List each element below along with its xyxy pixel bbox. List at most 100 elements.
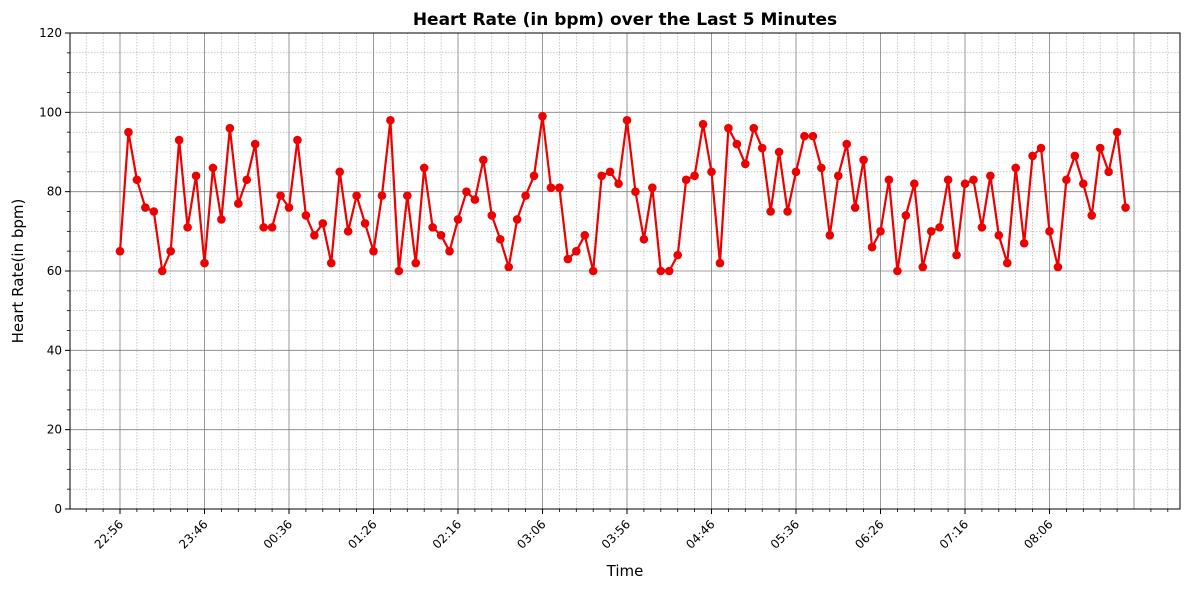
x-axis-label: Time (606, 562, 644, 580)
data-point (757, 143, 767, 153)
data-point (1112, 127, 1122, 137)
y-tick-label: 80 (47, 185, 62, 199)
y-tick-label: 20 (47, 423, 62, 437)
data-point (622, 115, 632, 125)
data-point (250, 139, 260, 149)
data-point (935, 223, 944, 232)
data-point (791, 167, 801, 177)
y-axis-label: Heart Rate(in bpm) (9, 199, 27, 344)
data-point (326, 258, 336, 268)
data-point (681, 175, 691, 185)
data-point (200, 258, 209, 268)
data-point (893, 266, 902, 276)
data-point (690, 171, 699, 181)
data-point (166, 246, 175, 256)
data-point (546, 183, 556, 192)
data-point (817, 163, 826, 173)
data-point (842, 139, 851, 149)
data-point (284, 203, 294, 212)
series-line (118, 115, 1127, 273)
x-tick-label: 03:06 (514, 517, 548, 551)
data-point (386, 115, 395, 125)
data-point (234, 199, 243, 208)
data-point (259, 223, 268, 232)
y-tick-label: 60 (47, 264, 62, 278)
data-point (1011, 163, 1020, 173)
data-point (1045, 227, 1054, 236)
data-point (157, 266, 167, 276)
data-point (132, 175, 142, 185)
data-point (673, 250, 682, 260)
data-point (124, 127, 133, 137)
data-point (174, 135, 184, 145)
data-point (800, 131, 809, 141)
data-point (225, 123, 235, 133)
data-point (876, 227, 885, 236)
data-point (512, 215, 522, 224)
data-point (470, 195, 480, 204)
x-tick-label: 05:36 (768, 517, 802, 551)
x-tick-label: 01:26 (345, 517, 379, 551)
data-point (664, 266, 674, 276)
data-point (267, 223, 277, 232)
data-point (825, 231, 835, 240)
data-point (563, 254, 573, 264)
data-point (698, 119, 708, 129)
data-point (910, 179, 919, 189)
data-point (403, 191, 412, 200)
data-point (495, 234, 505, 244)
data-point (994, 231, 1004, 240)
major-grid (70, 32, 1180, 510)
data-point (580, 231, 590, 240)
data-point (969, 175, 978, 185)
data-point (724, 123, 733, 133)
y-tick-label: 120 (39, 26, 62, 40)
data-point (479, 155, 488, 165)
data-point (360, 219, 370, 228)
data-point (1095, 143, 1105, 153)
data-point (707, 167, 716, 177)
x-tick-label: 07:16 (937, 517, 971, 551)
data-point (986, 171, 995, 181)
data-point (572, 246, 581, 256)
data-point (369, 246, 378, 256)
data-point (538, 112, 547, 121)
data-point (1002, 258, 1012, 268)
data-point (741, 159, 750, 169)
data-point (859, 155, 868, 165)
data-point (183, 223, 192, 232)
data-point (191, 171, 201, 181)
x-tick-label: 08:06 (1021, 517, 1055, 551)
data-point (217, 215, 226, 224)
data-point (1070, 151, 1080, 161)
data-point (436, 231, 446, 240)
data-point (1028, 151, 1037, 161)
chart-title: Heart Rate (in bpm) over the Last 5 Minu… (413, 10, 837, 30)
data-point (462, 187, 471, 196)
data-point (1053, 262, 1063, 272)
y-tick-label: 0 (54, 502, 62, 516)
data-point (343, 227, 353, 236)
data-point (833, 171, 843, 181)
data-point (977, 223, 987, 232)
data-point (867, 242, 877, 252)
data-point (301, 211, 311, 220)
data-point (411, 258, 421, 268)
data-point (605, 167, 615, 177)
data-point (901, 211, 911, 220)
data-point (293, 135, 302, 145)
data-point (614, 179, 623, 189)
axes-layer: 0 20 40 60 80 100 120 22:56 23:46 00:36 01:26 02:16… (39, 26, 1181, 552)
data-point (1019, 238, 1029, 248)
data-point (529, 171, 539, 181)
data-point (918, 262, 928, 272)
data-point (749, 123, 759, 133)
data-point (310, 231, 319, 240)
data-point (597, 171, 606, 181)
series-layer (115, 112, 1130, 276)
data-point (445, 246, 454, 256)
x-tick-label: 23:46 (176, 517, 210, 551)
data-point (428, 223, 437, 232)
data-point (276, 191, 285, 200)
